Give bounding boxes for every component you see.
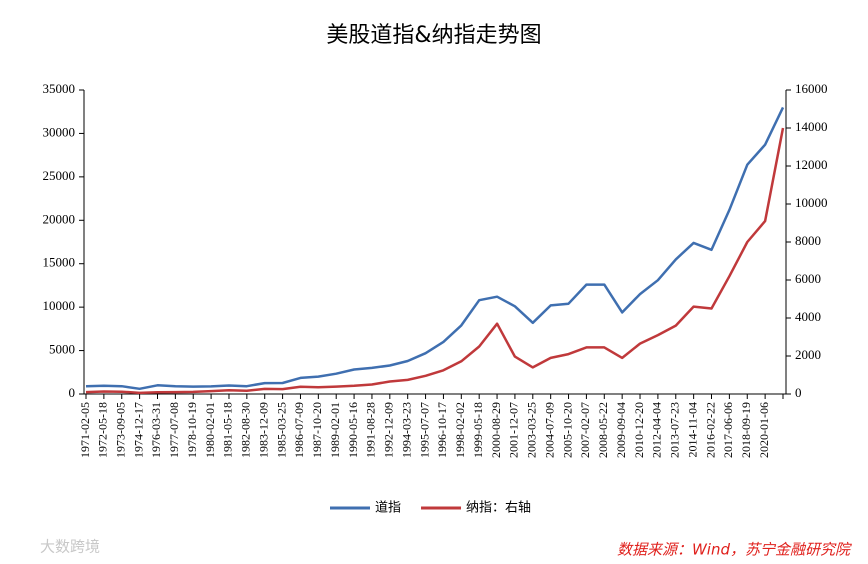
x-tick-label: 2018-09-19 xyxy=(739,402,753,458)
x-tick-label: 1981-05-18 xyxy=(221,402,235,458)
x-tick-label: 2003-03-25 xyxy=(525,402,539,458)
y-tick-label: 25000 xyxy=(43,168,76,183)
y-tick-label: 20000 xyxy=(43,211,76,226)
legend-label: 纳指：右轴 xyxy=(466,501,531,516)
y2-tick-label: 6000 xyxy=(795,271,821,286)
x-tick-label: 1996-10-17 xyxy=(435,402,449,458)
watermark: 大数跨境 xyxy=(40,538,100,556)
x-tick-label: 1986-07-09 xyxy=(292,402,306,458)
y2-tick-label: 12000 xyxy=(795,157,828,172)
series-line xyxy=(85,106,785,391)
x-tick-label: 2009-09-04 xyxy=(614,402,628,458)
x-tick-label: 1982-08-30 xyxy=(239,402,253,458)
x-tick-label: 1974-12-17 xyxy=(131,402,145,458)
x-tick-label: 2004-07-09 xyxy=(542,402,556,458)
y-tick-label: 15000 xyxy=(43,255,76,270)
x-tick-label: 1989-02-01 xyxy=(328,402,342,458)
x-tick-label: 2017-06-06 xyxy=(721,402,735,458)
chart-title: 美股道指&纳指走势图 xyxy=(326,23,541,48)
y-tick-label: 0 xyxy=(69,385,76,400)
y2-tick-label: 14000 xyxy=(795,119,828,134)
x-tick-label: 1992-12-09 xyxy=(382,402,396,458)
x-tick-label: 1980-02-01 xyxy=(203,402,217,458)
x-tick-label: 2005-10-20 xyxy=(560,402,574,458)
x-tick-label: 1976-03-31 xyxy=(149,402,163,458)
x-tick-label: 1978-10-19 xyxy=(185,402,199,458)
x-tick-label: 1971-02-05 xyxy=(78,402,92,458)
x-tick-label: 1995-07-07 xyxy=(417,402,431,458)
x-tick-label: 2001-12-07 xyxy=(507,402,521,458)
y2-tick-label: 8000 xyxy=(795,233,821,248)
x-tick-label: 1998-02-02 xyxy=(453,402,467,458)
x-tick-label: 1977-07-08 xyxy=(167,402,181,458)
x-tick-label: 1983-12-09 xyxy=(256,402,270,458)
y2-tick-label: 16000 xyxy=(795,81,828,96)
x-tick-label: 2008-05-22 xyxy=(596,402,610,458)
series-line xyxy=(85,127,785,395)
y2-tick-label: 10000 xyxy=(795,195,828,210)
x-tick-label: 2013-07-23 xyxy=(668,402,682,458)
y-tick-label: 10000 xyxy=(43,298,76,313)
x-tick-label: 2020-01-06 xyxy=(757,402,771,458)
x-tick-label: 2014-11-04 xyxy=(685,402,699,458)
x-tick-label: 1990-05-16 xyxy=(346,402,360,458)
source-note: 数据来源：Wind，苏宁金融研究院 xyxy=(617,541,852,559)
x-tick-label: 1973-09-05 xyxy=(113,402,127,458)
x-tick-label: 1991-08-28 xyxy=(364,402,378,458)
x-tick-label: 2007-02-07 xyxy=(578,402,592,458)
legend-label: 道指 xyxy=(375,501,401,516)
y2-tick-label: 0 xyxy=(795,385,802,400)
y-tick-label: 30000 xyxy=(43,124,76,139)
x-tick-label: 1972-05-18 xyxy=(96,402,110,458)
y2-tick-label: 4000 xyxy=(795,309,821,324)
x-tick-label: 2000-08-29 xyxy=(489,402,503,458)
x-tick-label: 2010-12-20 xyxy=(632,402,646,458)
x-tick-label: 1985-03-25 xyxy=(274,402,288,458)
x-tick-label: 2012-04-04 xyxy=(650,402,664,458)
y-tick-label: 5000 xyxy=(49,342,75,357)
x-tick-label: 1999-05-18 xyxy=(471,402,485,458)
y-tick-label: 35000 xyxy=(43,81,76,96)
x-tick-label: 1994-03-23 xyxy=(399,402,413,458)
x-tick-label: 2016-02-22 xyxy=(703,402,717,458)
y2-tick-label: 2000 xyxy=(795,347,821,362)
x-tick-label: 1987-10-20 xyxy=(310,402,324,458)
